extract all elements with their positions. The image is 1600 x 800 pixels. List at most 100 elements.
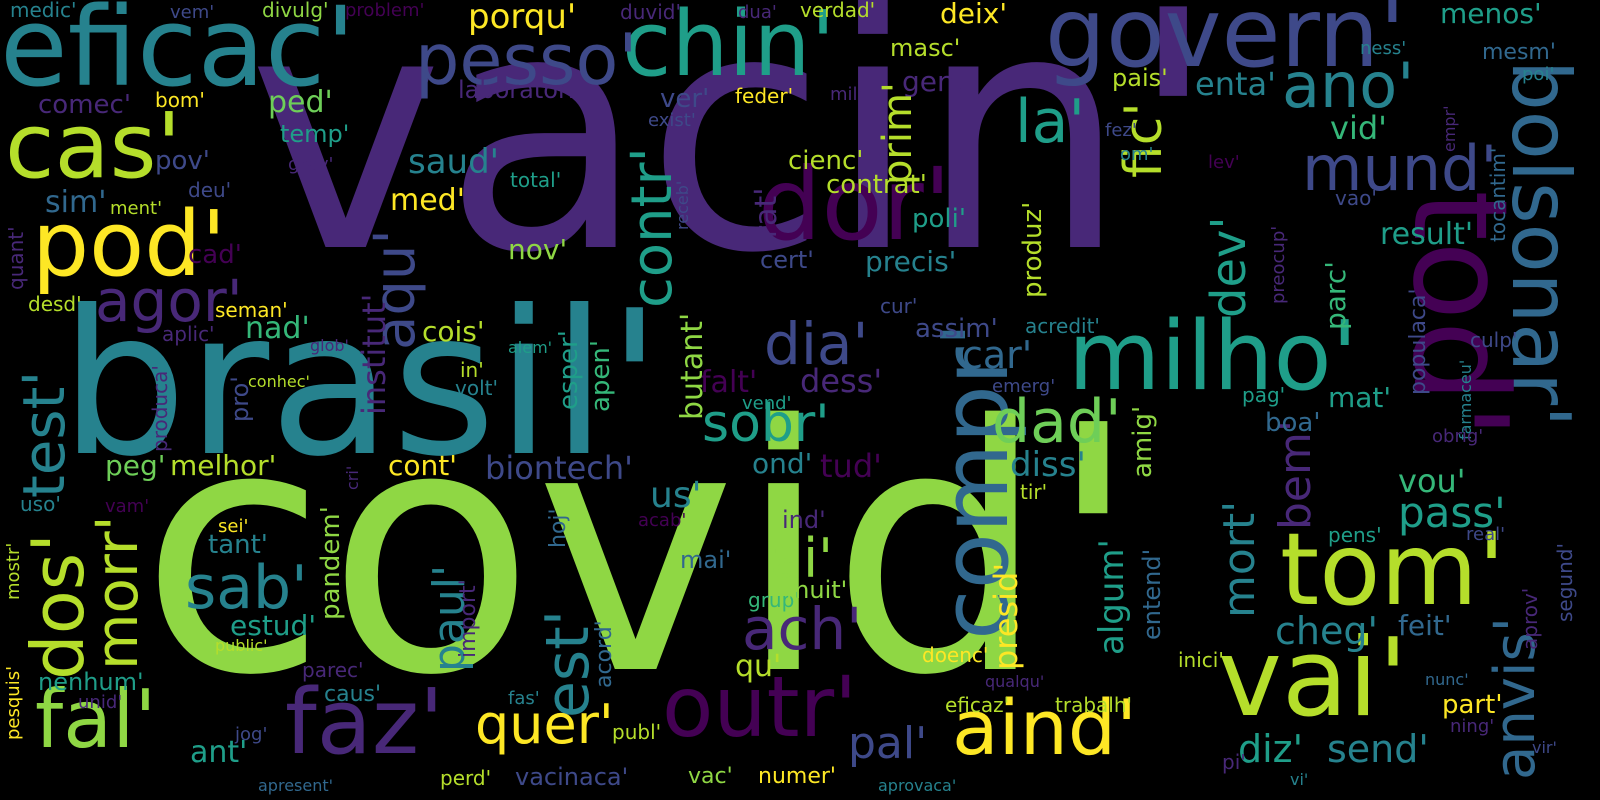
word: car' xyxy=(962,333,1033,377)
word: tom' xyxy=(1280,511,1506,628)
word: estud' xyxy=(230,609,317,642)
word: parec' xyxy=(302,658,364,682)
word: cri' xyxy=(343,465,362,490)
word: mesm' xyxy=(1482,40,1556,65)
word: ach' xyxy=(742,595,863,663)
word: publ' xyxy=(612,720,662,744)
word: mort' xyxy=(1214,500,1265,618)
word: diss' xyxy=(1010,445,1086,485)
word: nunc' xyxy=(1425,670,1469,689)
word: med' xyxy=(390,183,465,218)
word: fas' xyxy=(508,688,540,709)
word: vend' xyxy=(742,393,792,414)
word: obrig' xyxy=(1432,426,1484,447)
word: preocup' xyxy=(1268,225,1289,304)
word: pov' xyxy=(155,146,210,176)
word: melhor' xyxy=(170,449,277,482)
word: pag' xyxy=(1242,383,1286,407)
word: cas' xyxy=(5,94,182,199)
word: perd' xyxy=(440,766,492,790)
word: duvid' xyxy=(620,0,681,24)
word: assim' xyxy=(915,314,998,344)
word: esper' xyxy=(554,330,584,410)
word: sab' xyxy=(185,553,308,623)
word: glob' xyxy=(310,336,349,355)
word: butant' xyxy=(675,312,710,420)
word: produz' xyxy=(1018,201,1048,298)
word: dia' xyxy=(764,310,869,378)
word: unid' xyxy=(78,692,123,713)
word: peg' xyxy=(105,449,166,482)
word: precis' xyxy=(865,245,957,278)
word: entend' xyxy=(1138,548,1166,640)
word: vid' xyxy=(1330,109,1387,147)
word: vac' xyxy=(688,764,733,789)
word: vacin' xyxy=(248,0,1219,325)
word: apen' xyxy=(586,339,616,412)
word: ai' xyxy=(770,527,833,590)
word: menos' xyxy=(1440,0,1542,30)
word: doenc' xyxy=(922,643,989,667)
word: empr' xyxy=(1440,105,1459,152)
word: faz' xyxy=(285,670,444,775)
word: ment' xyxy=(110,198,163,219)
word: comec' xyxy=(38,90,131,120)
word: alem' xyxy=(508,338,553,357)
word: pais' xyxy=(1112,64,1168,92)
word: diz' xyxy=(1238,727,1304,771)
word: qu' xyxy=(735,649,782,684)
word: trat' xyxy=(749,187,784,251)
word: nenhum' xyxy=(38,668,144,696)
word: feit' xyxy=(1398,609,1452,642)
word: eficac' xyxy=(0,0,356,111)
word: covid' xyxy=(140,354,1140,750)
word: conhec' xyxy=(248,372,310,391)
word: dess' xyxy=(800,362,883,400)
word: dad' xyxy=(992,387,1122,457)
word: trabalh' xyxy=(1055,693,1133,717)
word: om' xyxy=(1120,144,1154,165)
word: aplic' xyxy=(162,322,215,346)
word: cur' xyxy=(880,294,918,318)
word: total' xyxy=(510,168,562,192)
word: hoj' xyxy=(546,508,571,548)
word: ant' xyxy=(190,735,248,770)
word: cois' xyxy=(422,315,485,348)
word: tir' xyxy=(1020,480,1048,504)
word: masc' xyxy=(890,34,961,62)
word: vir' xyxy=(1532,738,1557,757)
word: tud' xyxy=(820,447,882,485)
word: populaca' xyxy=(1406,288,1431,395)
word: ness' xyxy=(1360,38,1407,59)
word: pro' xyxy=(226,376,254,422)
word: part' xyxy=(1442,690,1503,720)
word: laboratori' xyxy=(458,76,582,104)
word: parc' xyxy=(1319,261,1352,330)
word: pens' xyxy=(1328,523,1382,547)
word: result' xyxy=(1380,217,1474,252)
word: vao' xyxy=(1335,186,1377,210)
word: ning' xyxy=(1450,716,1495,737)
word: seman' xyxy=(215,298,288,322)
word: volt' xyxy=(455,376,498,400)
word: cheg' xyxy=(1275,609,1378,653)
word: temp' xyxy=(280,120,350,148)
word: vacinaca' xyxy=(515,763,629,791)
word: milho' xyxy=(1068,302,1358,412)
word: aprov' xyxy=(1518,587,1542,650)
word: presid' xyxy=(987,562,1025,670)
word: institut' xyxy=(355,293,393,415)
word: sobr' xyxy=(702,394,830,454)
word: morr' xyxy=(83,515,151,670)
word: grav' xyxy=(288,154,334,175)
word: pandem' xyxy=(316,506,346,620)
word: apresent' xyxy=(258,776,334,795)
word: vi' xyxy=(1290,770,1309,789)
word: dev' xyxy=(1201,216,1257,318)
word: agor' xyxy=(95,267,243,335)
word: divulg' xyxy=(262,0,329,22)
word: exist' xyxy=(648,110,696,131)
word: acredit' xyxy=(1025,314,1100,338)
word: test' xyxy=(10,370,78,498)
word: sei' xyxy=(218,516,249,537)
